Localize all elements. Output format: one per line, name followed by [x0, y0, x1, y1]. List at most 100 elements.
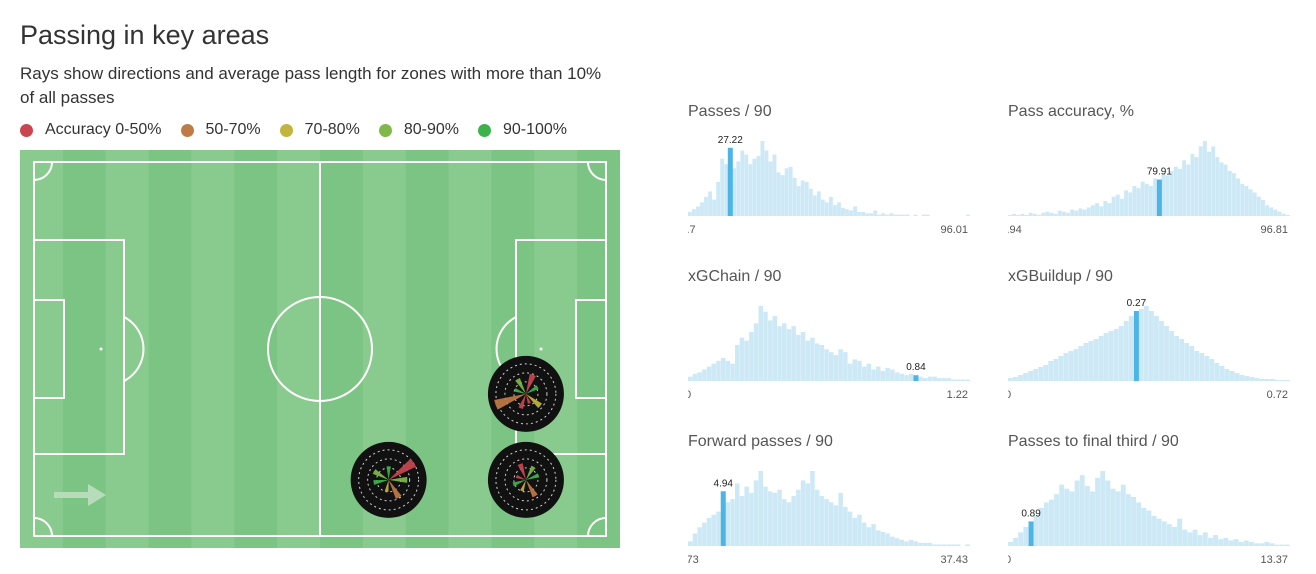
histogram-bar: [833, 505, 839, 546]
histogram-bar: [1244, 376, 1250, 381]
histogram-bar: [890, 369, 895, 381]
histogram-bar: [1211, 146, 1216, 216]
histogram-bar: [1069, 491, 1075, 546]
histogram-bar: [824, 202, 829, 216]
histogram-bar: [1012, 213, 1017, 216]
histogram-bar: [1084, 486, 1090, 546]
histogram-bar: [1103, 201, 1108, 216]
pass-ray: [525, 393, 531, 404]
histogram-bar: [1049, 212, 1054, 216]
histogram-bar: [1078, 346, 1084, 381]
histogram-bar: [1269, 207, 1274, 216]
histogram-bar: [873, 210, 878, 216]
axis-min-label: 0.73: [688, 554, 699, 566]
histogram-bar: [712, 199, 716, 216]
pass-ray: [514, 388, 526, 394]
histogram-bar: [861, 522, 867, 546]
histogram-bar: [1115, 194, 1120, 216]
histogram-bar: [1277, 211, 1282, 216]
histogram-bar: [1138, 309, 1144, 381]
histogram-bar: [1095, 203, 1100, 216]
histogram-bar: [805, 483, 810, 546]
histogram-bar: [1254, 378, 1260, 381]
histogram-bar: [711, 363, 716, 381]
histogram-bar: [768, 161, 773, 216]
histogram-bar: [1236, 178, 1241, 216]
histogram-bar: [1063, 353, 1069, 381]
histogram-bar: [1214, 363, 1220, 381]
histogram-bar: [1254, 543, 1260, 546]
zone-ring: [358, 449, 420, 511]
histogram-bar: [1173, 166, 1178, 216]
histogram-bar: [1090, 491, 1095, 546]
histogram-plot: 0.27 0 0.72: [1008, 298, 1290, 401]
zone-ring: [504, 372, 548, 416]
histogram-bar: [880, 370, 886, 381]
histogram-bar: [1088, 341, 1094, 381]
histogram-bar: [763, 486, 768, 546]
histogram-bar: [711, 514, 716, 546]
histogram-title: Passes / 90: [688, 103, 772, 120]
histogram-bar: [1164, 326, 1169, 381]
histogram-bar: [791, 496, 796, 546]
histogram-bar: [1057, 210, 1062, 216]
histogram-bar: [739, 496, 745, 546]
histogram-bar: [792, 177, 797, 216]
histogram-bar: [923, 378, 928, 381]
histogram-bar: [1070, 209, 1075, 216]
histogram-xgbuildup: xGBuildup / 90 0.27 0 0.72: [1008, 268, 1290, 403]
pass-ray: [388, 458, 417, 480]
axis-min-label: 0: [688, 389, 691, 401]
histogram-bar: [1074, 480, 1080, 546]
highlight-label: 0.89: [1021, 508, 1041, 519]
histogram-bar: [739, 337, 745, 381]
axis-max-label: 37.43: [940, 554, 968, 566]
histogram-bar: [918, 542, 923, 546]
histogram-bar: [1128, 316, 1134, 381]
histogram-bar: [810, 337, 815, 381]
histogram-bar: [913, 214, 918, 216]
histogram-bar: [1264, 379, 1270, 381]
histogram-bar: [1068, 351, 1074, 381]
histogram-bar: [1198, 146, 1203, 216]
histogram-bar: [1023, 373, 1028, 381]
histogram-bar: [704, 196, 708, 216]
histogram-bar: [861, 211, 866, 216]
histogram-bar: [1059, 484, 1065, 546]
zone-ring: [495, 363, 557, 425]
histogram-bar: [932, 544, 937, 546]
histogram-bar: [782, 499, 787, 546]
histogram-bar: [1285, 214, 1290, 216]
histogram-bar: [1124, 190, 1129, 216]
histogram-bar: [758, 471, 763, 546]
histogram-bar: [857, 360, 862, 381]
legend-dot-0-50: [20, 123, 33, 137]
histogram-bar: [908, 539, 914, 546]
histogram-bar: [937, 544, 942, 546]
histogram-bar: [843, 506, 848, 546]
histogram-bar: [772, 154, 777, 216]
legend-label: 50-70%: [205, 121, 261, 138]
histogram-bar: [692, 209, 696, 216]
histogram-bar: [1192, 529, 1198, 546]
histogram-title: xGBuildup / 90: [1008, 268, 1113, 285]
histogram-bar: [1054, 494, 1060, 546]
histogram-bar: [923, 542, 928, 546]
histogram-bar: [744, 486, 749, 546]
histogram-bar: [1229, 371, 1235, 381]
pass-ray: [384, 479, 389, 492]
histogram-bar: [763, 311, 768, 381]
histogram-bar: [716, 181, 721, 216]
histogram-bar: [1190, 153, 1195, 216]
axis-max-label: 0.72: [1267, 389, 1288, 401]
histogram-bar: [1213, 535, 1219, 546]
pass-ray: [512, 479, 526, 487]
histogram-bar: [1252, 192, 1257, 216]
histogram-bar: [1107, 203, 1112, 216]
histogram-bar: [1024, 214, 1029, 216]
pitch-stripe: [105, 150, 149, 548]
histogram-bar: [1143, 306, 1149, 381]
histogram-bar: [904, 541, 909, 546]
histogram-forward-passes: Forward passes / 90 4.94 0.73 37.43: [688, 433, 970, 568]
histogram-bar: [725, 502, 731, 546]
